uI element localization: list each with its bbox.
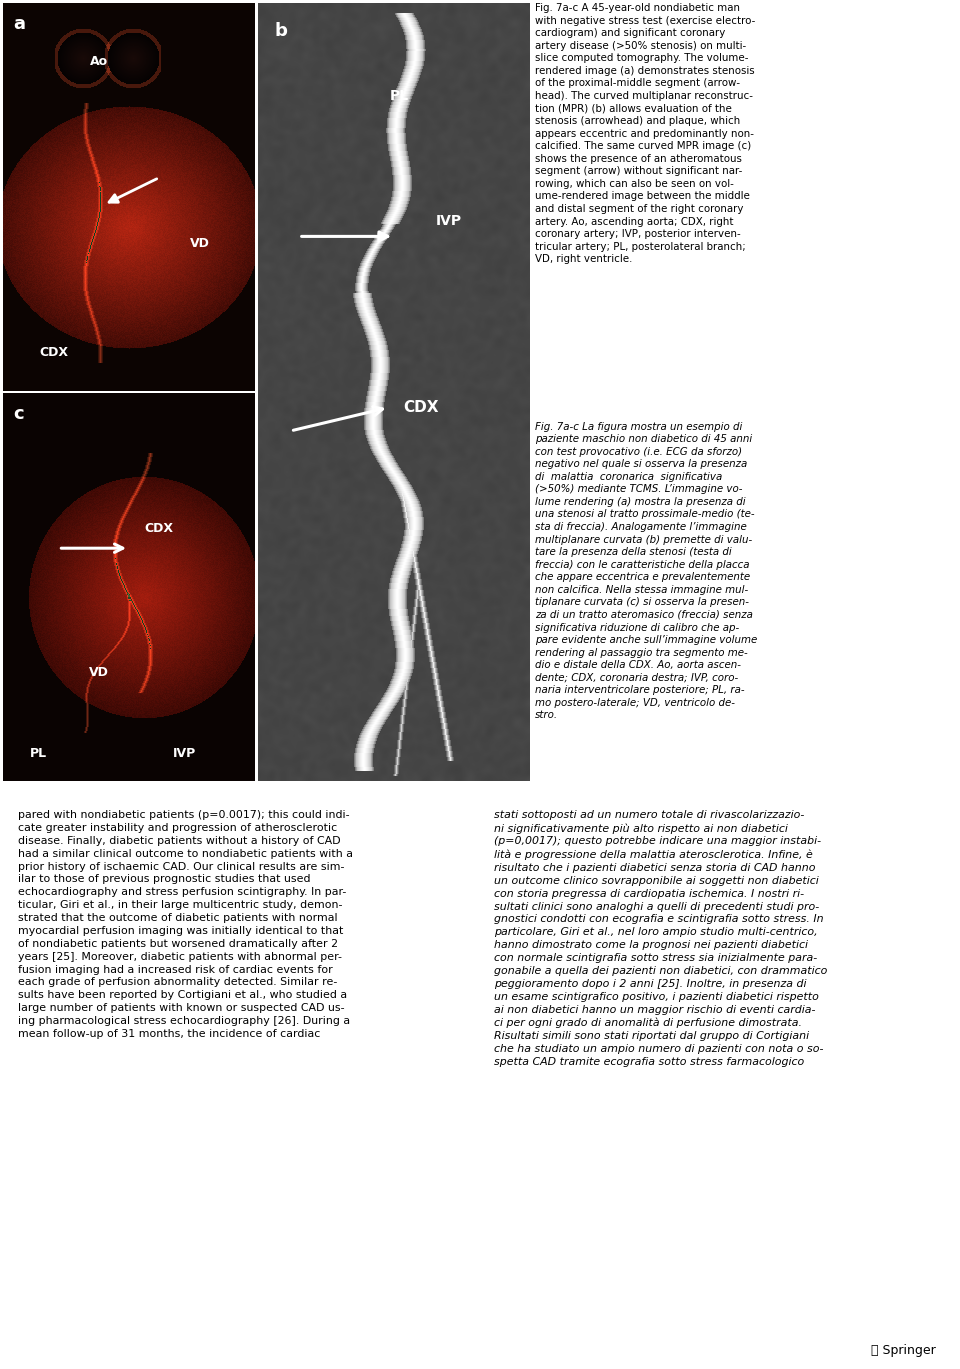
Text: IVP: IVP xyxy=(435,214,462,227)
Text: Ⓢ Springer: Ⓢ Springer xyxy=(872,1344,936,1357)
Text: PL: PL xyxy=(30,747,47,760)
Text: CDX: CDX xyxy=(403,400,439,415)
Text: a: a xyxy=(13,15,25,33)
Text: CDX: CDX xyxy=(39,346,68,359)
Text: Ao: Ao xyxy=(89,55,108,67)
Text: Fig. 7a-c La figura mostra un esempio di
paziente maschio non diabetico di 45 an: Fig. 7a-c La figura mostra un esempio di… xyxy=(535,422,757,720)
Text: pared with nondiabetic patients (p=0.0017); this could indi-
cate greater instab: pared with nondiabetic patients (p=0.001… xyxy=(18,810,353,1039)
Text: IVP: IVP xyxy=(173,747,196,760)
Text: Fig. 7a-c A 45-year-old nondiabetic man
with negative stress test (exercise elec: Fig. 7a-c A 45-year-old nondiabetic man … xyxy=(535,3,756,264)
Text: PL: PL xyxy=(390,89,409,104)
Text: stati sottoposti ad un numero totale di rivascolarizzazio-
ni significativamente: stati sottoposti ad un numero totale di … xyxy=(494,810,828,1066)
Text: VD: VD xyxy=(89,665,108,679)
Text: b: b xyxy=(275,22,287,41)
Text: VD: VD xyxy=(190,237,209,251)
Text: CDX: CDX xyxy=(145,523,174,535)
Text: c: c xyxy=(13,405,24,423)
